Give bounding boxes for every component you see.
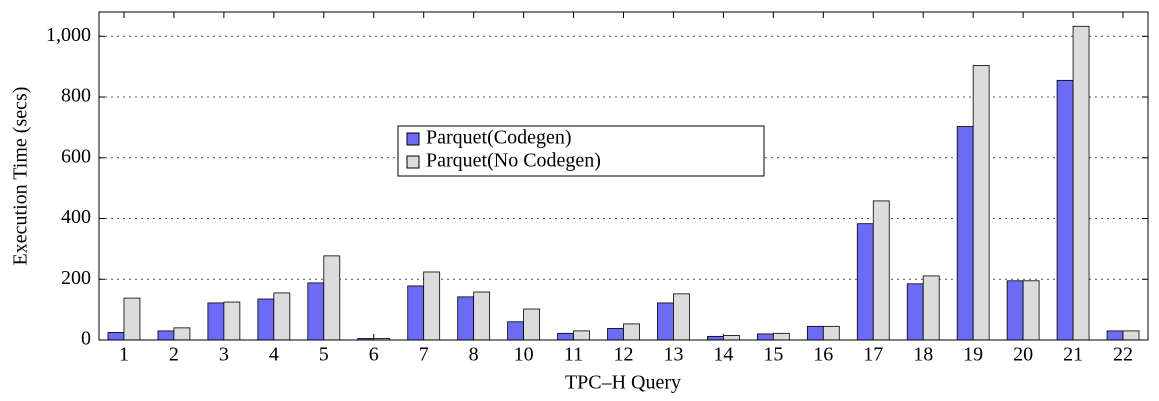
bar [872,200,890,341]
x-tick-label: 5 [319,344,329,366]
bar [407,285,425,341]
x-tick-label: 13 [663,344,683,366]
bar [822,325,840,341]
legend-box [397,125,765,177]
x-tick-label: 18 [913,344,933,366]
bar [1106,330,1124,341]
bar [1022,280,1040,341]
bar [856,223,874,341]
bar [173,327,191,341]
x-tick-label: 21 [1063,344,1083,366]
x-tick-label: 19 [963,344,983,366]
x-tick-label: 12 [614,344,634,366]
y-tick-label: 200 [61,267,91,289]
plot-frame [98,11,1149,341]
x-tick-label: 2 [169,344,179,366]
bar [223,301,241,341]
y-tick-label: 1,000 [46,24,91,46]
bar [523,308,540,341]
x-tick-label: 17 [863,344,883,366]
x-tick-label: 22 [1113,344,1133,366]
x-tick-label: 16 [813,344,833,366]
bar [473,291,491,341]
bar [1122,330,1140,341]
bar [507,321,524,341]
bar [1072,25,1090,341]
bar [657,302,674,341]
x-tick-label: 6 [369,344,379,366]
y-tick-label: 400 [61,206,91,228]
legend-swatch [406,155,420,169]
bar [922,275,940,341]
bar [623,323,640,341]
bar [1006,280,1024,341]
y-tick-label: 600 [61,145,91,167]
x-tick-label: 15 [763,344,783,366]
bar [906,283,924,341]
y-tick-label: 800 [61,85,91,107]
bar [273,292,291,341]
bar [423,271,441,341]
x-tick-label: 1 [119,344,129,366]
x-tick-label: 8 [469,344,479,366]
bar [723,335,740,341]
legend-swatch [406,132,420,146]
bar [573,330,590,341]
bar [207,302,225,341]
bar [123,297,141,341]
y-tick-label: 0 [81,328,91,350]
x-tick-label: 4 [269,344,279,366]
bar [557,332,574,341]
legend-label: Parquet(No Codegen) [426,150,601,172]
x-tick-label: 20 [1013,344,1033,366]
bar [607,328,624,341]
bar [323,255,341,341]
bar [107,332,125,341]
bar [772,332,790,341]
bar [972,65,990,341]
x-tick-label: 11 [564,344,583,366]
bar [257,298,275,341]
y-axis-label: Execution Time (secs) [10,87,32,266]
bar [307,282,325,341]
bar [956,126,974,341]
bar [756,333,774,341]
bar [457,296,475,341]
x-tick-label: 3 [219,344,229,366]
bar [806,325,824,341]
bar [157,330,175,341]
x-tick-label: 7 [419,344,429,366]
x-axis-label: TPC–H Query [565,372,681,394]
bar [707,335,724,341]
bar [673,293,690,341]
x-tick-label: 10 [514,344,534,366]
x-tick-label: 14 [713,344,733,366]
bar [1056,79,1074,341]
legend-label: Parquet(Codegen) [426,127,572,149]
